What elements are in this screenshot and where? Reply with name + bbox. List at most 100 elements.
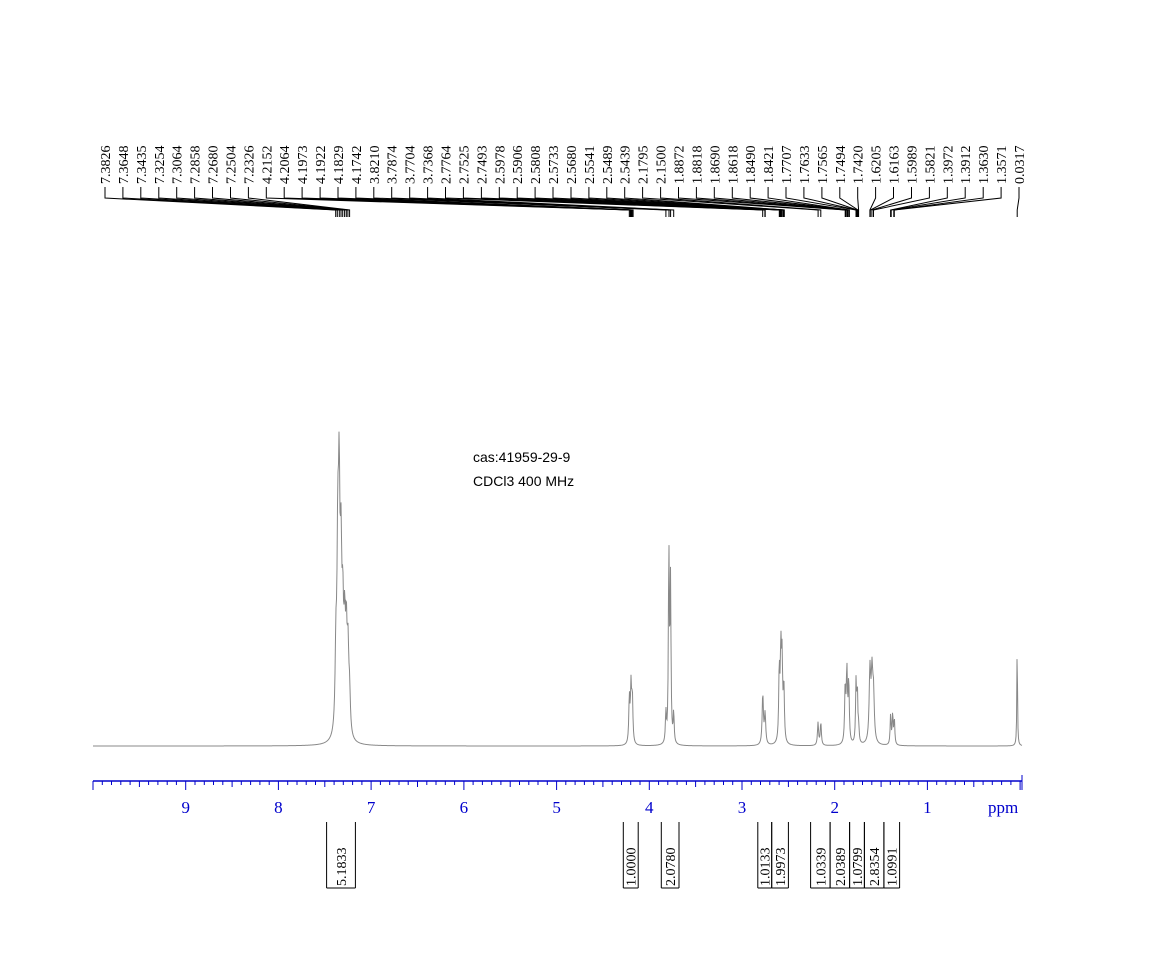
peak-label-group: 7.3826 7.3648 7.3435 7.3254 7.3064 7.2858 7.26…: [99, 146, 1028, 217]
peak-label: 2.1795: [637, 146, 652, 185]
peak-leader-line: [873, 187, 930, 217]
peak-label: 2.5978: [493, 146, 508, 185]
peak-label: 2.5680: [565, 146, 580, 185]
integral-value: 2.0780: [664, 848, 679, 887]
ppm-axis: 9 8 7 6 5 4 3 2 1: [92, 775, 1023, 817]
peak-leader-line: [890, 187, 948, 217]
integral-value: 2.8354: [868, 848, 883, 887]
axis-tick-label: 6: [460, 798, 469, 817]
peak-leader-line: [158, 187, 342, 217]
spectrum-trace: [93, 431, 1023, 747]
peak-label: 1.7633: [798, 146, 813, 185]
peak-label: 2.7525: [457, 146, 472, 185]
peak-leader-line: [660, 187, 822, 217]
peak-label: 3.8210: [368, 146, 383, 185]
peak-label: 1.8618: [726, 146, 741, 185]
peak-leader-line: [480, 187, 766, 217]
peak-leader-line: [409, 187, 672, 217]
peak-label: 2.1500: [655, 146, 670, 185]
peak-leader-line: [122, 187, 338, 217]
peak-label: 1.7494: [834, 146, 849, 185]
peak-label: 1.3630: [977, 146, 992, 185]
axis-tick-label: 5: [552, 798, 561, 817]
axis-tick-label: 3: [738, 798, 747, 817]
peak-leader-line: [893, 187, 1002, 217]
peak-leader-line: [247, 187, 351, 217]
integral-value: 1.0339: [814, 848, 829, 887]
peak-leader-line: [857, 187, 860, 217]
peak-leader-line: [731, 187, 848, 217]
peak-label: 4.1742: [350, 146, 365, 185]
peak-leader-line: [212, 187, 347, 217]
peak-label: 0.0317: [1013, 146, 1028, 185]
spectrum-plot: [93, 431, 1023, 747]
peak-label: 1.3571: [995, 146, 1010, 185]
peak-leader-line: [140, 187, 340, 217]
integral-value: 2.0389: [834, 848, 849, 887]
peak-label: 2.5906: [511, 146, 526, 185]
sample-solvent-frequency: CDCl3 400 MHz: [473, 473, 574, 489]
peak-label: 7.2680: [207, 146, 222, 185]
peak-leader-line: [194, 187, 346, 217]
peak-leader-line: [624, 187, 785, 217]
integral-value: 5.1833: [335, 848, 350, 887]
peak-label: 2.5733: [547, 146, 562, 185]
peak-label: 1.8490: [744, 146, 759, 185]
peak-leader-line: [104, 187, 337, 217]
axis-tick-label: 4: [645, 798, 654, 817]
peak-label: 1.3912: [959, 146, 974, 185]
peak-leader-line: [869, 187, 894, 217]
peak-label: 7.2858: [189, 146, 204, 185]
peak-leader-line: [785, 187, 857, 217]
peak-label: 7.3064: [171, 146, 186, 185]
peak-label: 7.2504: [225, 146, 240, 185]
peak-leader-line: [767, 187, 850, 217]
peak-label: 4.2064: [278, 146, 293, 185]
peak-leader-line: [642, 187, 819, 217]
peak-label: 1.8421: [762, 146, 777, 185]
peak-label: 3.7704: [404, 146, 419, 185]
peak-label: 1.6163: [888, 146, 903, 185]
peak-leader-line: [803, 187, 858, 217]
peak-label: 2.7493: [475, 146, 490, 185]
peak-leader-line: [871, 187, 912, 217]
peak-leader-line: [890, 187, 966, 217]
peak-label: 4.1829: [332, 146, 347, 185]
peak-label: 7.3435: [135, 146, 150, 185]
peak-leader-line: [839, 187, 859, 217]
sample-title: cas:41959-29-9: [473, 449, 571, 465]
axis-tick-label: 2: [830, 798, 839, 817]
axis-tick-label: 1: [923, 798, 932, 817]
integral-value: 1.9973: [774, 848, 789, 887]
peak-label: 7.3826: [99, 146, 114, 185]
peak-label: 2.5489: [601, 146, 616, 185]
peak-label: 1.8690: [708, 146, 723, 185]
peak-leader-line: [821, 187, 858, 217]
peak-label: 4.2152: [260, 146, 275, 185]
peak-label: 1.7420: [852, 146, 867, 185]
integral-value: 1.0133: [759, 848, 774, 887]
peak-label: 2.5808: [529, 146, 544, 185]
peak-label: 4.1973: [296, 146, 311, 185]
peak-leader-line: [427, 187, 675, 217]
peak-leader-line: [176, 187, 344, 217]
peak-leader-line: [230, 187, 349, 217]
peak-label: 4.1922: [314, 146, 329, 185]
peak-label: 2.5541: [583, 146, 598, 185]
peak-label: 2.7764: [440, 146, 455, 185]
peak-leader-line: [713, 187, 848, 217]
peak-leader-line: [570, 187, 783, 217]
axis-tick-label: 8: [274, 798, 283, 817]
peak-label: 7.3648: [117, 146, 132, 185]
axis-tick-label: 9: [181, 798, 190, 817]
peak-label: 1.5821: [923, 146, 938, 185]
peak-label: 1.8818: [690, 146, 705, 185]
integral-value: 1.0000: [625, 848, 640, 887]
peak-label: 1.5989: [906, 146, 921, 185]
axis-tick-label: 7: [367, 798, 376, 817]
peak-label: 1.8872: [673, 146, 688, 185]
peak-label: 7.3254: [153, 146, 168, 185]
integral-group: 5.1833 1.0000 2.0780 1.0133 1.9973 1.0339 2.03…: [326, 822, 901, 889]
integral-value: 1.0799: [851, 848, 866, 887]
